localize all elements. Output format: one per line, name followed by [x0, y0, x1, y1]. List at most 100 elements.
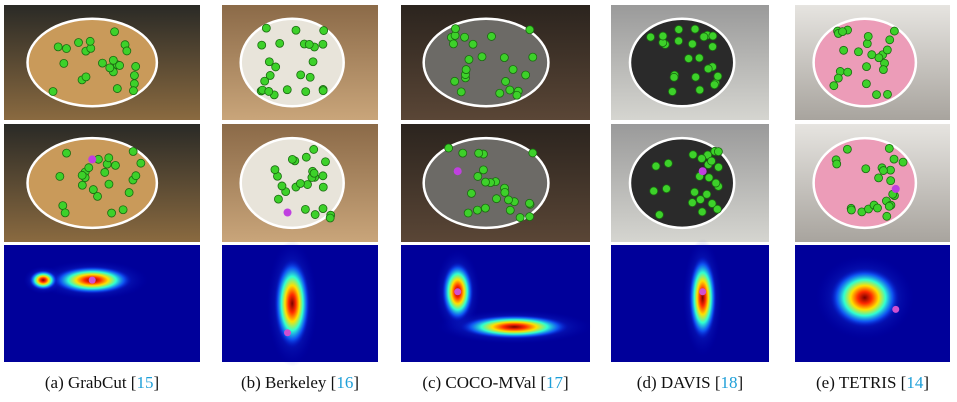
panel: [401, 5, 592, 362]
click-point: [318, 171, 328, 181]
click-point: [707, 199, 717, 208]
caption-text: (c) COCO-MVal [: [422, 373, 547, 392]
click-point: [473, 172, 483, 181]
click-point: [704, 173, 714, 183]
click-point: [304, 40, 314, 49]
click-point: [862, 39, 872, 49]
click-point: [832, 159, 842, 169]
click-point: [669, 72, 679, 82]
click-point: [100, 168, 110, 177]
click-point: [874, 173, 883, 183]
click-point: [674, 36, 683, 46]
click-point: [112, 84, 122, 93]
click-point: [271, 62, 281, 72]
click-point: [136, 158, 146, 168]
click-point: [691, 72, 701, 82]
click-point: [291, 25, 301, 35]
click-point: [499, 53, 509, 63]
click-point: [501, 77, 510, 86]
click-point: [842, 144, 852, 154]
click-point: [131, 171, 141, 181]
caption-text: ]: [923, 373, 929, 392]
click-point: [321, 157, 330, 167]
click-point: [124, 188, 134, 197]
click-point: [884, 144, 894, 153]
click-point: [525, 25, 535, 35]
heat-point: [892, 305, 900, 313]
click-point: [110, 27, 119, 37]
click-point: [468, 39, 478, 49]
click-point: [688, 150, 698, 160]
click-point: [838, 27, 847, 37]
heat-blob: [829, 267, 900, 328]
click-point: [451, 24, 460, 34]
click-point: [713, 147, 723, 156]
citation-link[interactable]: 18: [720, 373, 738, 392]
click-point: [270, 165, 280, 175]
citation-link[interactable]: 16: [336, 373, 354, 392]
click-point: [129, 86, 138, 96]
click-point: [474, 148, 484, 158]
click-point: [115, 61, 124, 70]
caption: (c) COCO-MVal [17]: [401, 373, 590, 393]
click-point: [687, 39, 697, 49]
click-point: [464, 55, 474, 64]
click-point: [699, 32, 709, 42]
click-point: [473, 205, 482, 215]
click-point: [879, 166, 888, 175]
figure: [4, 5, 950, 367]
click-point: [55, 172, 65, 181]
click-point: [833, 73, 843, 83]
click-point: [839, 45, 849, 55]
click-point: [477, 52, 487, 62]
click-point: [658, 31, 668, 41]
click-point: [301, 87, 311, 97]
click-point: [463, 208, 473, 218]
click-point: [711, 178, 721, 188]
click-point: [697, 154, 707, 163]
click-point: [690, 187, 699, 197]
caption-text: (b) Berkeley [: [240, 373, 337, 392]
caption-text: ]: [353, 373, 359, 392]
click-point: [310, 210, 320, 219]
click-point: [108, 55, 118, 65]
click-point: [525, 198, 534, 208]
click-point: [646, 32, 655, 42]
click-point: [257, 40, 267, 50]
click-point: [651, 161, 661, 171]
click-point: [481, 203, 490, 213]
object-mask: [628, 17, 736, 108]
click-point: [886, 176, 896, 186]
click-point: [512, 90, 522, 100]
click-point: [867, 50, 877, 60]
caption-text: ]: [563, 373, 569, 392]
click-point: [861, 79, 871, 89]
click-point: [885, 35, 895, 45]
click-point: [878, 65, 888, 75]
heat-point: [88, 276, 96, 284]
click-point: [467, 188, 476, 198]
click-point: [695, 85, 705, 95]
citation-link[interactable]: 14: [906, 373, 924, 392]
caption-text: (e) TETRIS [: [815, 373, 907, 392]
click-point: [714, 162, 723, 172]
click-point: [261, 23, 271, 33]
citation-link[interactable]: 17: [546, 373, 564, 392]
click-point: [889, 26, 899, 36]
click-point: [690, 24, 700, 34]
citation-link[interactable]: 15: [136, 373, 154, 392]
click-point: [528, 52, 538, 62]
heat-point: [699, 288, 707, 296]
click-point: [305, 72, 315, 82]
click-point: [58, 201, 68, 210]
click-point: [105, 63, 115, 73]
click-point: [882, 211, 892, 221]
heat-blob: [459, 314, 570, 339]
click-point: [889, 154, 899, 164]
click-point-neg: [88, 155, 97, 164]
click-point: [649, 186, 659, 196]
heat-point: [454, 288, 462, 296]
click-point: [301, 152, 311, 162]
click-point: [308, 57, 318, 67]
